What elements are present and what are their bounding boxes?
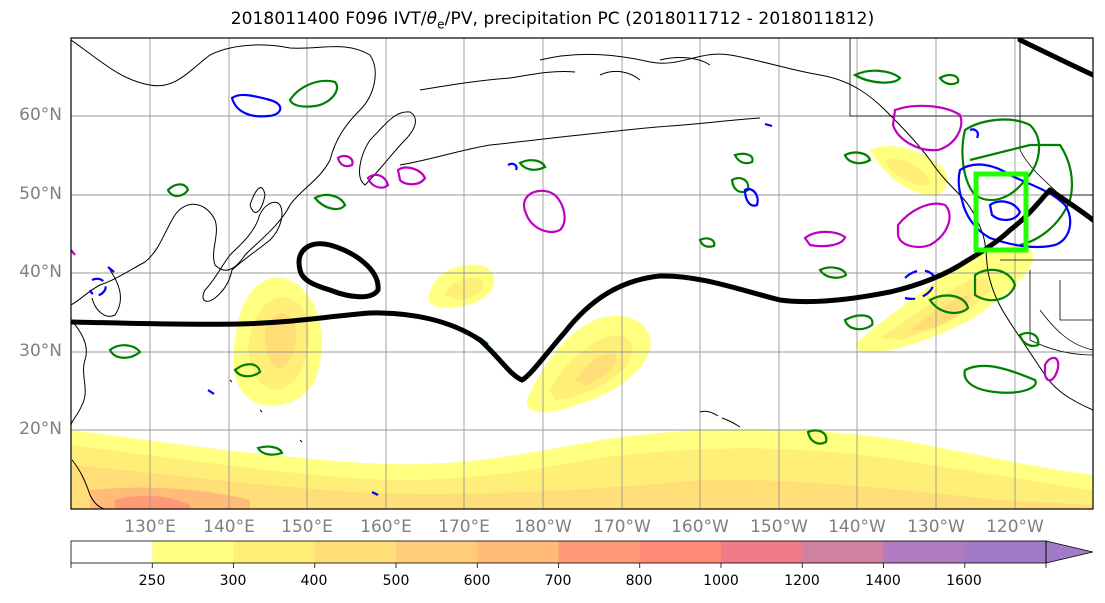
colorbar-tick-label: 250 bbox=[138, 573, 166, 589]
map-background bbox=[71, 38, 1093, 509]
coast-philippines bbox=[71, 459, 106, 509]
lon-label: 130°E bbox=[124, 517, 176, 537]
coast-japan bbox=[202, 201, 283, 302]
precip-pc-contours bbox=[108, 69, 1074, 456]
map-frame bbox=[70, 37, 1094, 510]
colorbar-block bbox=[802, 541, 884, 563]
lon-label: 160°E bbox=[360, 517, 412, 537]
colorbar-block bbox=[396, 541, 478, 563]
lon-label: 150°W bbox=[750, 517, 808, 537]
lon-label: 140°E bbox=[203, 517, 255, 537]
lon-label: 140°W bbox=[828, 517, 886, 537]
colorbar-block bbox=[883, 541, 966, 563]
coast-hawaii bbox=[699, 410, 741, 428]
lon-label: 160°W bbox=[671, 517, 729, 537]
colorbar-tick-label: 700 bbox=[544, 573, 572, 589]
political-borders bbox=[849, 38, 1093, 356]
lat-label: 50°N bbox=[19, 184, 62, 204]
region-of-interest-box bbox=[973, 171, 1029, 253]
lon-label: 170°W bbox=[593, 517, 651, 537]
lat-label: 30°N bbox=[19, 341, 62, 361]
colorbar-tick-label: 600 bbox=[463, 573, 491, 589]
lon-label: 170°E bbox=[438, 517, 490, 537]
colorbar-tick-label: 500 bbox=[382, 573, 410, 589]
colorbar-tick-label: 300 bbox=[219, 573, 247, 589]
coast-alaska bbox=[539, 53, 961, 196]
lon-label: 130°W bbox=[907, 517, 965, 537]
lat-label: 40°N bbox=[19, 262, 62, 282]
colorbar-block bbox=[721, 541, 803, 563]
graticule bbox=[71, 38, 1093, 509]
theta-symbol: θ bbox=[426, 9, 438, 29]
coast-arctic-islands bbox=[599, 57, 711, 81]
jet-contour bbox=[71, 38, 1093, 383]
colorbar-block bbox=[314, 541, 397, 563]
colorbar-extend-arrow bbox=[1045, 540, 1094, 564]
pv-contours bbox=[71, 104, 1060, 382]
coast-sakhalin bbox=[249, 187, 266, 213]
colorbar-block bbox=[152, 541, 234, 563]
colorbar-tick-label: 1600 bbox=[946, 573, 982, 589]
coast-kamchatka bbox=[359, 111, 416, 186]
lon-label: 180°W bbox=[514, 517, 572, 537]
lat-label: 20°N bbox=[19, 419, 62, 439]
colorbar-block bbox=[477, 541, 559, 563]
colorbar-block bbox=[71, 541, 153, 563]
colorbar-block bbox=[964, 541, 1047, 563]
coast-korea bbox=[91, 269, 121, 317]
colorbar-tick-label: 1200 bbox=[784, 573, 820, 589]
colorbar bbox=[70, 540, 1094, 568]
coast-china-south bbox=[71, 319, 87, 426]
map-title: 2018011400 F096 IVT/θe/PV, precipitation… bbox=[230, 9, 875, 32]
coast-aleutians bbox=[399, 117, 761, 166]
lat-label: 60°N bbox=[19, 105, 62, 125]
coastlines bbox=[71, 39, 1093, 509]
colorbar-block bbox=[558, 541, 641, 563]
coast-bering bbox=[419, 71, 576, 91]
coast-asia-mainland bbox=[71, 39, 376, 306]
lon-label: 150°E bbox=[281, 517, 333, 537]
colorbar-tick-label: 1400 bbox=[865, 573, 901, 589]
colorbar-tick-label: 1000 bbox=[703, 573, 739, 589]
colorbar-tick-label: 800 bbox=[625, 573, 653, 589]
colorbar-block bbox=[639, 541, 722, 563]
colorbar-tick-label: 400 bbox=[300, 573, 328, 589]
theta-subscript: e bbox=[437, 17, 445, 32]
ivt-shading bbox=[71, 145, 1093, 509]
coast-micronesia bbox=[229, 379, 303, 443]
colorbar-block bbox=[233, 541, 316, 563]
lon-label: 120°W bbox=[986, 517, 1044, 537]
